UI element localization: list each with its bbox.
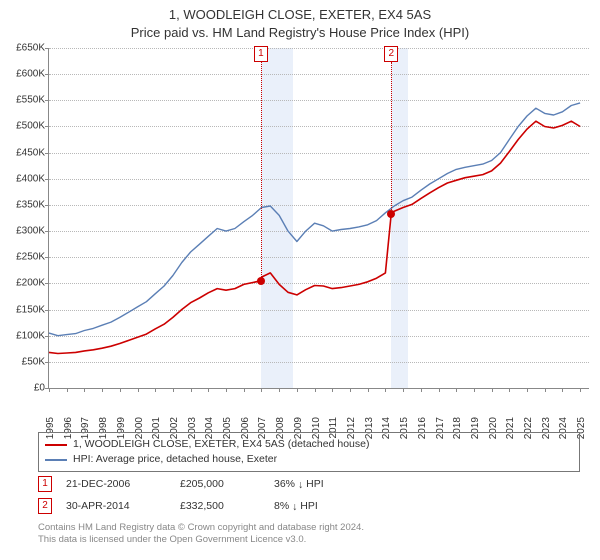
y-tick-label: £350K (3, 199, 45, 210)
legend-item-hpi: HPI: Average price, detached house, Exet… (45, 452, 573, 467)
sale-hpi-delta: 36% ↓ HPI (274, 478, 324, 490)
chart-container: 1, WOODLEIGH CLOSE, EXETER, EX4 5AS Pric… (0, 0, 600, 560)
sale-marker-badge: 2 (38, 498, 52, 514)
y-tick-label: £450K (3, 147, 45, 158)
legend-swatch (45, 444, 67, 446)
sale-date: 21-DEC-2006 (66, 478, 166, 490)
footer-line1: Contains HM Land Registry data © Crown c… (38, 522, 566, 534)
sale-marker-dot (257, 277, 265, 285)
sale-row-1: 1 21-DEC-2006 £205,000 36% ↓ HPI (38, 476, 566, 492)
legend-label: HPI: Average price, detached house, Exet… (73, 452, 277, 467)
sale-marker-badge: 1 (38, 476, 52, 492)
y-tick-label: £150K (3, 304, 45, 315)
y-tick-label: £500K (3, 121, 45, 132)
y-tick-label: £100K (3, 330, 45, 341)
legend-swatch (45, 459, 67, 461)
down-arrow-icon: ↓ (298, 479, 303, 491)
legend-box: 1, WOODLEIGH CLOSE, EXETER, EX4 5AS (det… (38, 432, 580, 472)
y-tick-label: £50K (3, 356, 45, 367)
y-tick-label: £400K (3, 173, 45, 184)
footer-line2: This data is licensed under the Open Gov… (38, 534, 566, 546)
sale-price: £332,500 (180, 500, 260, 512)
sale-marker-dot (387, 210, 395, 218)
sale-marker-line (391, 62, 392, 214)
y-tick-label: £550K (3, 95, 45, 106)
chart-plot-area: £0£50K£100K£150K£200K£250K£300K£350K£400… (48, 48, 589, 389)
y-tick-label: £650K (3, 43, 45, 54)
y-tick-label: £0 (3, 383, 45, 394)
y-tick-label: £600K (3, 69, 45, 80)
title-address: 1, WOODLEIGH CLOSE, EXETER, EX4 5AS (0, 6, 600, 24)
sale-marker-line (261, 62, 262, 281)
y-tick-label: £200K (3, 278, 45, 289)
legend-item-price-paid: 1, WOODLEIGH CLOSE, EXETER, EX4 5AS (det… (45, 437, 573, 452)
title-subtitle: Price paid vs. HM Land Registry's House … (0, 24, 600, 42)
sale-hpi-delta: 8% ↓ HPI (274, 500, 318, 512)
y-tick-label: £300K (3, 226, 45, 237)
sale-marker-box: 1 (254, 46, 268, 62)
chart-lines-svg (49, 48, 589, 388)
title-block: 1, WOODLEIGH CLOSE, EXETER, EX4 5AS Pric… (0, 0, 600, 41)
sale-marker-box: 2 (384, 46, 398, 62)
sale-row-2: 2 30-APR-2014 £332,500 8% ↓ HPI (38, 498, 566, 514)
footer-attribution: Contains HM Land Registry data © Crown c… (38, 522, 566, 547)
sale-price: £205,000 (180, 478, 260, 490)
legend-label: 1, WOODLEIGH CLOSE, EXETER, EX4 5AS (det… (73, 437, 369, 452)
down-arrow-icon: ↓ (292, 501, 297, 513)
series-hpi (49, 103, 580, 336)
sale-date: 30-APR-2014 (66, 500, 166, 512)
series-price_paid (49, 121, 580, 353)
y-tick-label: £250K (3, 252, 45, 263)
